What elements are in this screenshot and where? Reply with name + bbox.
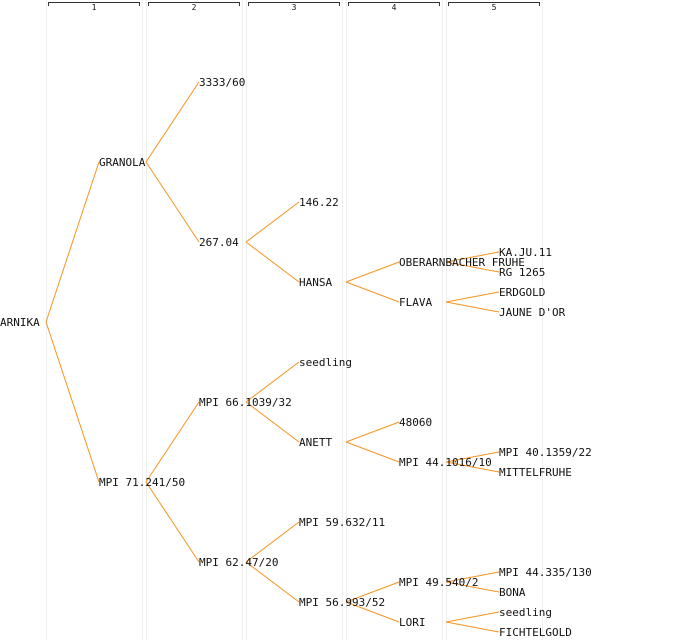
node-label-n3[interactable]: 3333/60 bbox=[199, 76, 246, 89]
generation-number: 1 bbox=[91, 3, 97, 12]
edge-n12-n17 bbox=[345, 581, 400, 603]
node-label-n28[interactable]: FICHTELGOLD bbox=[499, 626, 572, 639]
edge-n6-n11 bbox=[245, 521, 300, 563]
node-label-n1[interactable]: GRANOLA bbox=[99, 156, 146, 169]
node-label-n2[interactable]: MPI 71.241/50 bbox=[99, 476, 186, 489]
edge-n10-n15 bbox=[345, 421, 400, 443]
generation-column-1 bbox=[46, 0, 142, 640]
node-label-n22[interactable]: JAUNE D'OR bbox=[499, 306, 566, 319]
node-label-n11[interactable]: MPI 59.632/11 bbox=[299, 516, 386, 529]
node-label-n13[interactable]: OBERARNBACHER FRUHE bbox=[399, 256, 525, 269]
node-label-n8[interactable]: HANSA bbox=[299, 276, 333, 289]
edge-n16-n24 bbox=[445, 461, 500, 473]
edge-n17-n26 bbox=[445, 581, 500, 593]
edge-n18-n27 bbox=[445, 611, 500, 623]
edge-n10-n16 bbox=[345, 441, 400, 463]
generation-bracket-4 bbox=[348, 2, 440, 6]
edge-n4-n7 bbox=[245, 201, 300, 243]
generation-column-4 bbox=[346, 0, 442, 640]
generation-bracket-5 bbox=[448, 2, 540, 6]
edge-n8-n13 bbox=[345, 261, 400, 283]
node-label-n27[interactable]: seedling bbox=[499, 606, 552, 619]
node-label-n23[interactable]: MPI 40.1359/22 bbox=[499, 446, 592, 459]
generation-bracket-1 bbox=[48, 2, 140, 6]
edge-n12-n18 bbox=[345, 601, 400, 623]
node-label-n9[interactable]: seedling bbox=[299, 356, 352, 369]
generation-bracket-2 bbox=[148, 2, 240, 6]
edge-n1-n4 bbox=[145, 161, 200, 243]
node-label-n16[interactable]: MPI 44.1016/10 bbox=[399, 456, 492, 469]
generation-column-3 bbox=[246, 0, 342, 640]
node-label-n5[interactable]: MPI 66.1039/32 bbox=[199, 396, 292, 409]
node-label-n25[interactable]: MPI 44.335/130 bbox=[499, 566, 592, 579]
node-label-n15[interactable]: 48060 bbox=[399, 416, 433, 429]
generation-bracket-3 bbox=[248, 2, 340, 6]
generation-number: 4 bbox=[391, 3, 397, 12]
edge-n17-n25 bbox=[445, 571, 500, 583]
edge-n6-n12 bbox=[245, 561, 300, 603]
edge-n13-n19 bbox=[445, 251, 500, 263]
node-label-n24[interactable]: MITTELFRUHE bbox=[499, 466, 572, 479]
edge-n0-n1 bbox=[45, 161, 100, 323]
edge-n4-n8 bbox=[245, 241, 300, 283]
edge-n5-n10 bbox=[245, 401, 300, 443]
node-label-n7[interactable]: 146.22 bbox=[299, 196, 339, 209]
node-label-n19[interactable]: KA.JU.11 bbox=[499, 246, 552, 259]
node-label-n17[interactable]: MPI 49.540/2 bbox=[399, 576, 479, 589]
edge-n5-n9 bbox=[245, 361, 300, 403]
node-label-n20[interactable]: RG 1265 bbox=[499, 266, 546, 279]
edge-n2-n5 bbox=[145, 401, 200, 483]
node-label-n0[interactable]: ARNIKA bbox=[0, 316, 40, 329]
generation-column-2 bbox=[146, 0, 242, 640]
node-label-n14[interactable]: FLAVA bbox=[399, 296, 433, 309]
edge-n1-n3 bbox=[145, 81, 200, 163]
edge-n16-n23 bbox=[445, 451, 500, 463]
edge-n0-n2 bbox=[45, 321, 100, 483]
generation-number: 2 bbox=[191, 3, 197, 12]
node-label-n6[interactable]: MPI 62.47/20 bbox=[199, 556, 279, 569]
generation-number: 5 bbox=[491, 3, 497, 12]
edge-n13-n20 bbox=[445, 261, 500, 273]
generation-number: 3 bbox=[291, 3, 297, 12]
edge-n14-n21 bbox=[445, 291, 500, 303]
edge-n2-n6 bbox=[145, 481, 200, 563]
node-label-n12[interactable]: MPI 56.993/52 bbox=[299, 596, 386, 609]
edge-n8-n14 bbox=[345, 281, 400, 303]
edge-n18-n28 bbox=[445, 621, 500, 633]
node-label-n4[interactable]: 267.04 bbox=[199, 236, 239, 249]
node-label-n10[interactable]: ANETT bbox=[299, 436, 333, 449]
edge-n14-n22 bbox=[445, 301, 500, 313]
generation-column-5 bbox=[446, 0, 542, 640]
node-label-n21[interactable]: ERDGOLD bbox=[499, 286, 546, 299]
node-label-n26[interactable]: BONA bbox=[499, 586, 526, 599]
node-label-n18[interactable]: LORI bbox=[399, 616, 426, 629]
